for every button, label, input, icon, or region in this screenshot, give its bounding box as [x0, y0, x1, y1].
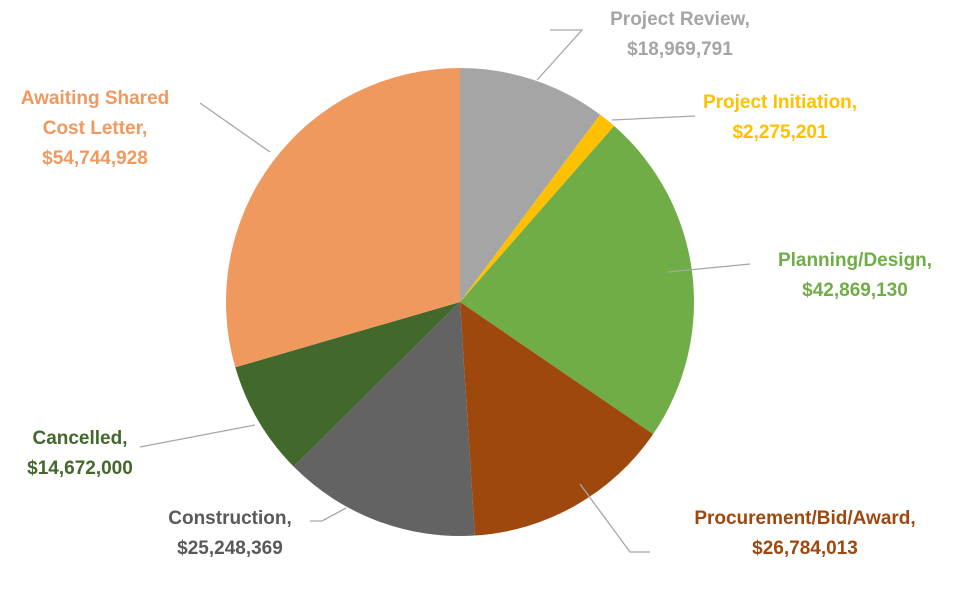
- value-label: $26,784,013: [752, 538, 858, 559]
- value-label: $25,248,369: [177, 538, 283, 559]
- pie-slice: [460, 302, 654, 536]
- leader-line: [611, 115, 696, 121]
- leader-line: [536, 29, 584, 81]
- data-label: Awaiting Shared Cost Letter, $54,744,928: [0, 84, 190, 174]
- category-label: Project Review,: [610, 9, 750, 30]
- data-label: Project Initiation, $2,275,201: [680, 88, 880, 148]
- value-label: $54,744,928: [42, 148, 148, 169]
- data-label: Procurement/Bid/Award, $26,784,013: [655, 504, 955, 564]
- value-label: $42,869,130: [802, 280, 908, 301]
- value-label: $2,275,201: [732, 122, 828, 143]
- data-label: Planning/Design, $42,869,130: [740, 246, 970, 306]
- category-label: Planning/Design,: [777, 250, 933, 271]
- value-label: $14,672,000: [27, 458, 133, 479]
- data-label: Project Review, $18,969,791: [570, 5, 790, 65]
- data-label: Construction, $25,248,369: [130, 504, 330, 564]
- category-label: Cancelled,: [32, 428, 128, 449]
- category-label: Construction,: [168, 508, 292, 529]
- leader-line: [310, 507, 347, 522]
- leader-line: [199, 102, 271, 153]
- leader-line: [667, 263, 751, 273]
- pie-slice: [460, 114, 615, 303]
- pie-slice: [235, 302, 460, 467]
- data-label: Cancelled, $14,672,000: [0, 424, 160, 484]
- value-label: $18,969,791: [627, 39, 733, 60]
- pie-slice: [225, 68, 460, 368]
- category-label: Awaiting Shared Cost Letter,: [20, 88, 170, 139]
- pie-slice: [293, 302, 475, 536]
- pie-slice: [460, 125, 695, 435]
- leader-line: [579, 483, 650, 553]
- category-label: Project Initiation,: [702, 92, 858, 113]
- leader-line: [139, 424, 256, 448]
- pie-slice: [460, 68, 601, 302]
- category-label: Procurement/Bid/Award,: [694, 508, 916, 529]
